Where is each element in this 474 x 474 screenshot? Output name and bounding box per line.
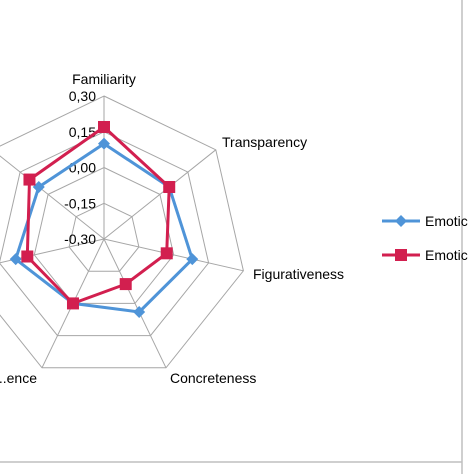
axis-label-1: Transparency (222, 134, 307, 150)
series-2-point (119, 278, 132, 291)
series-2-point (98, 120, 110, 133)
legend-label: Emotic (425, 213, 468, 229)
tick-label: 0,15 (69, 124, 96, 140)
axis-label-2: Figurativeness (253, 266, 344, 282)
legend: Emotic Emotic (382, 213, 468, 263)
legend-entry-2: Emotic (382, 247, 468, 263)
series-2-point (66, 297, 79, 310)
axis-label-3: Concreteness (170, 370, 256, 386)
tick-label: 0,30 (69, 88, 96, 104)
tick-label: -0,30 (64, 231, 96, 247)
axis-spoke-3 (103, 238, 167, 369)
series-1-line (13, 141, 195, 314)
series-1-point (9, 253, 22, 266)
axis-label-0: Familiarity (72, 71, 136, 87)
series-2-line (25, 125, 171, 306)
axis-spoke-6 (0, 155, 105, 240)
series-2 (21, 120, 176, 310)
grid-ring-3 (0, 131, 210, 337)
axis-labels: Familiarity Transparency Figurativeness Con… (0, 71, 344, 386)
series-1-point (186, 253, 199, 266)
grid-ring-2 (33, 166, 175, 304)
tick-label: -0,15 (64, 195, 96, 211)
legend-marker (395, 249, 407, 261)
axis-spoke-5 (0, 238, 105, 264)
series-2-point (160, 247, 173, 260)
axis-label-4: ...ence (0, 370, 37, 386)
series-2-point (21, 250, 34, 263)
legend-label: Emotic (425, 247, 468, 263)
series-2-point (163, 180, 176, 193)
series-1-point (98, 137, 110, 150)
series-1-point (32, 180, 45, 193)
series-1-point (133, 306, 146, 319)
tick-label: 0,00 (69, 160, 96, 176)
legend-entry-1: Emotic (382, 213, 468, 229)
axis-spoke-2 (103, 238, 244, 272)
series-2-point (23, 173, 36, 186)
legend-marker (395, 215, 407, 227)
grid-ring-1 (68, 202, 140, 272)
series-layer (9, 120, 199, 319)
grid-ring-4 (0, 95, 244, 369)
axis-spoke-1 (103, 149, 217, 240)
grid-layer (0, 95, 244, 369)
